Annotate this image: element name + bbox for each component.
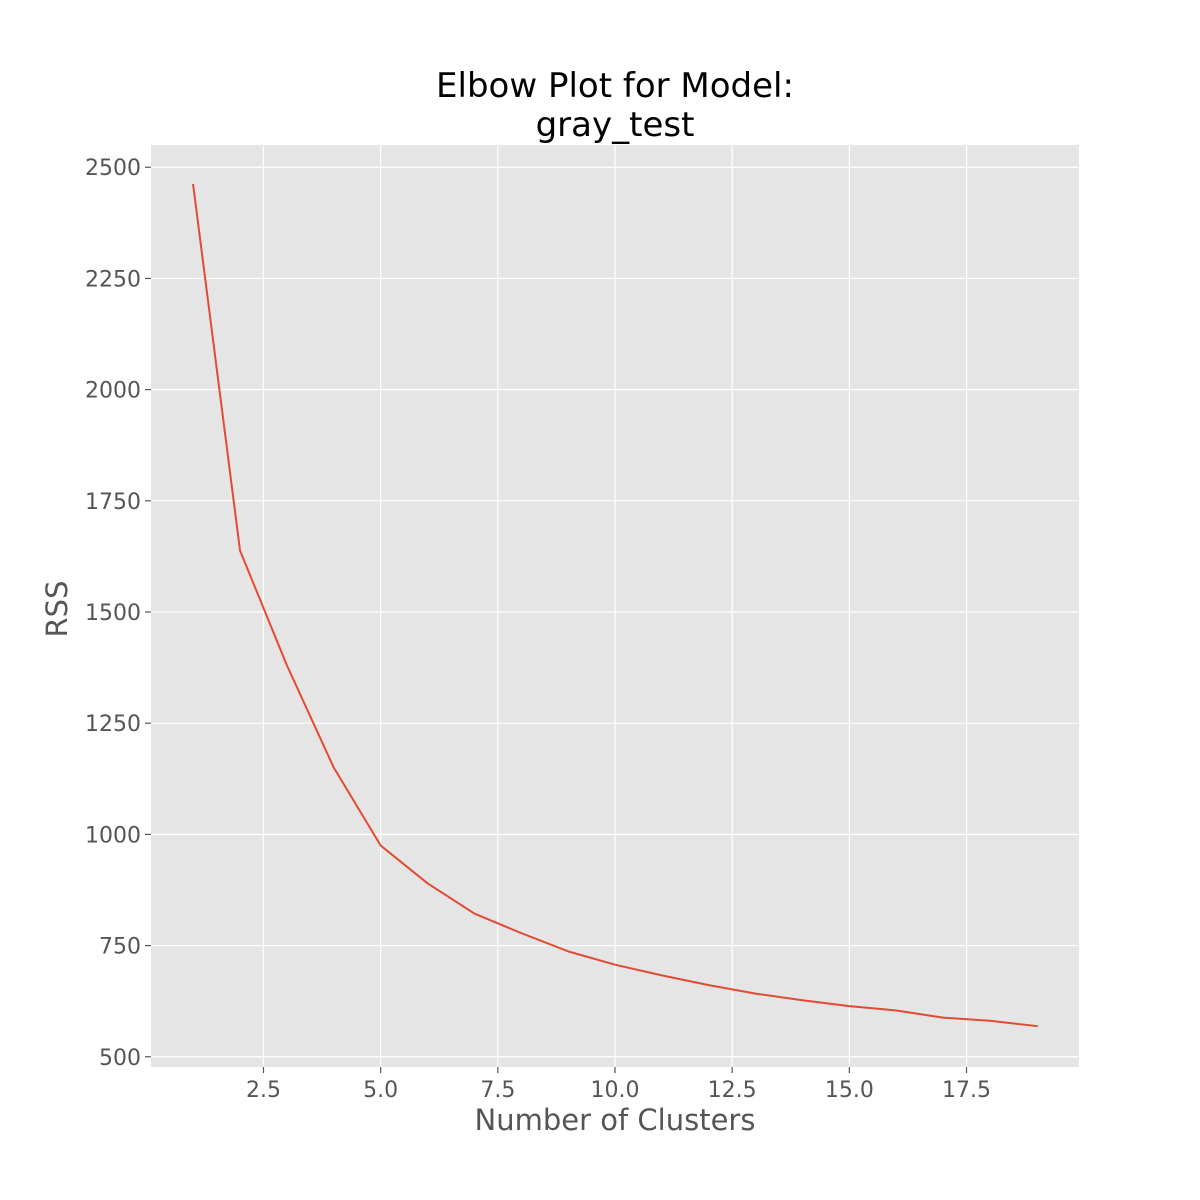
y-tick-label: 2250 — [85, 267, 141, 292]
chart-title-line-2: gray_test — [536, 105, 695, 145]
y-tick-label: 2500 — [85, 156, 141, 181]
tick-marks — [145, 166, 968, 1073]
x-tick-label: 15.0 — [825, 1078, 874, 1103]
y-tick-label: 750 — [99, 935, 141, 960]
x-tick-label: 17.5 — [942, 1078, 991, 1103]
series-line-0 — [192, 183, 1038, 1028]
grid-lines — [151, 145, 1079, 1067]
y-tick-label: 1500 — [85, 601, 141, 626]
x-tick-label: 12.5 — [708, 1078, 757, 1103]
y-tick-label: 1250 — [85, 712, 141, 737]
x-tick-label: 5.0 — [363, 1078, 398, 1103]
y-tick-label: 500 — [99, 1046, 141, 1071]
series-layer — [192, 183, 1038, 1028]
tick-labels: 2.5 5.0 7.5 10.0 12.5 15.0 17.5 500 750 1000 1250 1… — [85, 156, 991, 1103]
x-tick-label: 7.5 — [480, 1078, 515, 1103]
x-axis-label: Number of Clusters — [475, 1103, 756, 1137]
y-tick-label: 2000 — [85, 379, 141, 404]
y-tick-label: 1000 — [85, 823, 141, 848]
x-tick-label: 10.0 — [591, 1078, 640, 1103]
y-tick-label: 1750 — [85, 490, 141, 515]
y-axis-label: RSS — [40, 581, 74, 638]
chart-title-line-1: Elbow Plot for Model: — [436, 66, 794, 106]
x-tick-label: 2.5 — [246, 1078, 281, 1103]
